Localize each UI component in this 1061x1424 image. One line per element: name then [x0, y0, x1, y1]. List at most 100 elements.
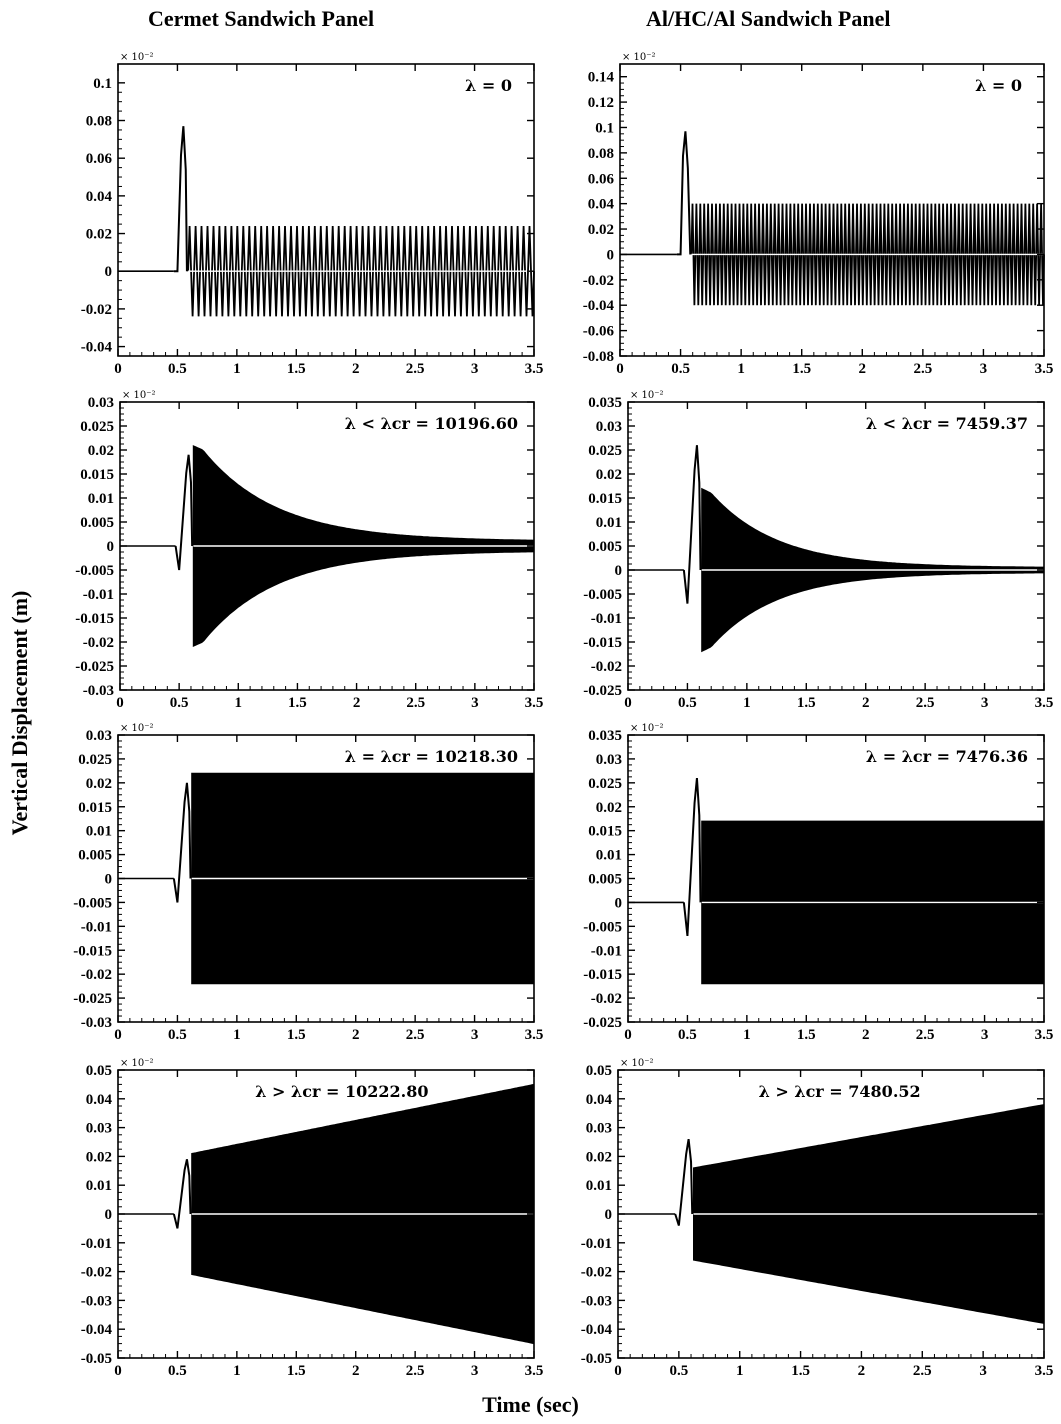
y-tick-label: 0.04 — [586, 1092, 613, 1108]
x-tick-label: 1 — [743, 695, 751, 711]
x-tick-label: 2.5 — [916, 1027, 935, 1043]
x-tick-label: 3.5 — [1035, 361, 1054, 377]
x-tick-label: 2.5 — [406, 695, 425, 711]
lambda-annotation: λ = λcr = 7476.36 — [866, 747, 1028, 766]
x-tick-label: 1 — [737, 361, 745, 377]
x-tick-label: 0 — [616, 361, 624, 377]
y-tick-label: -0.015 — [583, 635, 622, 651]
x-tick-label: 2 — [859, 361, 867, 377]
y-tick-label: 0.02 — [588, 222, 614, 238]
series-signal — [618, 1104, 1045, 1324]
y-tick-label: -0.03 — [83, 683, 114, 699]
y-tick-label: 0.06 — [588, 171, 615, 187]
y-tick-label: 0 — [615, 895, 623, 911]
series-signal — [118, 126, 535, 317]
x-axis-label: Time (sec) — [482, 1392, 579, 1417]
x-tick-label: 0.5 — [678, 695, 697, 711]
y-tick-label: 0.02 — [86, 227, 112, 243]
impulse-peak — [676, 131, 692, 256]
y-tick-label: 0.05 — [86, 1063, 112, 1079]
x-tick-label: 1.5 — [287, 1027, 306, 1043]
y-tick-label: -0.02 — [581, 1265, 612, 1281]
x-tick-label: 3.5 — [525, 1027, 544, 1043]
x-tick-label: 0 — [116, 695, 124, 711]
y-tick-label: 0.025 — [588, 443, 622, 459]
y-tick-label: 0.01 — [596, 515, 622, 531]
y-tick-label: 0.04 — [86, 1092, 113, 1108]
x-tick-label: 2.5 — [406, 361, 425, 377]
x-tick-label: 3 — [981, 695, 989, 711]
y-tick-label: -0.005 — [73, 895, 112, 911]
x-tick-label: 1.5 — [797, 695, 816, 711]
lambda-annotation: λ < λcr = 7459.37 — [866, 414, 1028, 433]
x-tick-label: 2 — [862, 1027, 870, 1043]
y-tick-label: 0 — [105, 264, 113, 280]
lambda-annotation: λ = 0 — [465, 76, 512, 95]
y-tick-label: 0.005 — [78, 848, 112, 864]
y-tick-label: -0.03 — [81, 1015, 112, 1031]
axis-scale-label: × 10⁻² — [630, 723, 664, 734]
y-tick-label: -0.04 — [583, 298, 615, 314]
y-tick-label: 0.03 — [596, 752, 622, 768]
y-tick-label: -0.02 — [81, 302, 112, 318]
y-tick-label: -0.04 — [581, 1322, 613, 1338]
y-tick-label: 0 — [605, 1207, 613, 1223]
x-tick-label: 2.5 — [916, 695, 935, 711]
axis-scale-label: × 10⁻² — [622, 52, 656, 63]
y-tick-label: 0.02 — [596, 467, 622, 483]
y-tick-label: 0.015 — [80, 467, 114, 483]
y-tick-label: 0.01 — [586, 1178, 612, 1194]
y-tick-label: -0.005 — [75, 563, 114, 579]
impulse-peak — [172, 782, 192, 903]
y-tick-label: 0.02 — [86, 1149, 112, 1165]
y-tick-label: -0.01 — [581, 1236, 612, 1252]
x-tick-label: 1.5 — [287, 361, 306, 377]
y-tick-label: 0 — [105, 1207, 113, 1223]
column-title-cermet: Cermet Sandwich Panel — [148, 6, 375, 31]
y-tick-label: 0.025 — [80, 419, 114, 435]
y-tick-label: 0.04 — [86, 189, 113, 205]
y-tick-label: 0.025 — [78, 752, 112, 768]
lambda-annotation: λ < λcr = 10196.60 — [345, 414, 518, 433]
x-tick-label: 2 — [352, 1363, 360, 1379]
y-tick-label: 0.035 — [588, 728, 622, 744]
x-tick-label: 0 — [114, 361, 122, 377]
x-tick-label: 1.5 — [792, 361, 811, 377]
x-tick-label: 2 — [862, 695, 870, 711]
y-tick-label: 0.025 — [588, 776, 622, 792]
y-tick-label: 0.08 — [86, 114, 112, 130]
y-tick-label: -0.015 — [75, 611, 114, 627]
x-tick-label: 1 — [233, 361, 241, 377]
y-tick-label: 0.005 — [588, 539, 622, 555]
x-tick-label: 1 — [235, 695, 243, 711]
y-tick-label: -0.025 — [75, 659, 114, 675]
y-tick-label: 0 — [607, 247, 615, 263]
y-tick-label: 0.01 — [88, 491, 114, 507]
x-tick-label: 1.5 — [288, 695, 307, 711]
x-tick-label: 3 — [471, 361, 479, 377]
y-tick-label: 0.005 — [80, 515, 114, 531]
x-tick-label: 3.5 — [525, 695, 544, 711]
x-tick-label: 3 — [471, 1363, 479, 1379]
y-tick-label: -0.01 — [81, 1236, 112, 1252]
x-tick-label: 2.5 — [913, 361, 932, 377]
lambda-annotation: λ > λcr = 7480.52 — [759, 1082, 921, 1101]
x-tick-label: 3 — [471, 1027, 479, 1043]
lambda-annotation: λ = λcr = 10218.30 — [345, 747, 518, 766]
x-tick-label: 2 — [353, 695, 361, 711]
plot-frame — [117, 63, 535, 357]
y-tick-label: -0.01 — [591, 611, 622, 627]
y-tick-label: 0.005 — [588, 872, 622, 888]
y-tick-label: 0.12 — [588, 95, 614, 111]
x-tick-label: 1.5 — [797, 1027, 816, 1043]
lambda-annotation: λ = 0 — [975, 76, 1022, 95]
y-tick-label: -0.02 — [83, 635, 114, 651]
x-tick-label: 1 — [233, 1027, 241, 1043]
x-tick-label: 1 — [736, 1363, 744, 1379]
y-tick-label: 0.02 — [586, 1149, 612, 1165]
y-tick-label: -0.025 — [583, 683, 622, 699]
y-tick-label: -0.005 — [583, 919, 622, 935]
